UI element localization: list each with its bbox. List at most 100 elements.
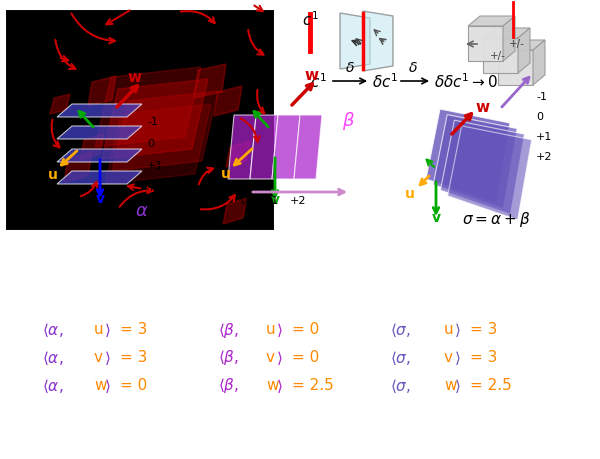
Text: $\beta$: $\beta$ [342,110,355,132]
Text: w: w [444,378,457,392]
Polygon shape [226,142,250,168]
Polygon shape [57,150,142,162]
Polygon shape [503,17,515,62]
Text: w: w [305,68,319,83]
Polygon shape [448,127,532,220]
Text: v: v [266,350,275,365]
Text: +/-: +/- [509,39,525,49]
Text: w: w [128,70,142,85]
Text: -1: -1 [212,196,223,206]
Polygon shape [272,116,300,179]
Polygon shape [223,199,247,224]
Text: -1: -1 [536,92,547,102]
Polygon shape [102,80,208,160]
Text: = 3: = 3 [470,350,497,365]
Polygon shape [483,29,530,39]
Polygon shape [64,153,92,183]
Text: $\langle \alpha,$: $\langle \alpha,$ [42,320,64,338]
Polygon shape [498,41,545,51]
Text: +1: +1 [536,132,553,142]
Text: w: w [476,100,490,115]
Text: +2: +2 [536,151,553,162]
Text: $\rangle$: $\rangle$ [454,320,461,338]
Text: $\langle \beta,$: $\langle \beta,$ [218,375,239,395]
Polygon shape [95,68,201,148]
Text: +/-: +/- [490,51,506,61]
Text: v: v [271,193,280,207]
Polygon shape [194,65,226,99]
Polygon shape [294,116,322,179]
Bar [5,10,275,231]
Text: v: v [431,211,440,224]
Text: = 0: = 0 [292,350,319,365]
Text: $\rangle$: $\rangle$ [104,320,110,338]
Text: $\rangle$: $\rangle$ [454,376,461,394]
Text: $\langle \beta,$: $\langle \beta,$ [218,320,239,339]
Polygon shape [88,77,116,107]
Text: $\rangle$: $\rangle$ [276,376,283,394]
Text: u: u [266,322,275,337]
Text: $\langle \alpha,$: $\langle \alpha,$ [42,348,64,366]
Text: = 3: = 3 [120,350,148,365]
Text: $\langle \sigma,$: $\langle \sigma,$ [390,376,411,394]
Polygon shape [440,121,524,215]
Text: +2: +2 [290,196,306,206]
Polygon shape [498,51,533,86]
Text: $\delta c^1$: $\delta c^1$ [372,73,398,91]
Polygon shape [228,116,256,179]
Text: w: w [266,378,278,392]
Polygon shape [57,105,142,118]
Text: $\rangle$: $\rangle$ [276,348,283,366]
Text: $\delta$: $\delta$ [408,61,418,75]
Text: 0: 0 [147,139,154,149]
Polygon shape [112,92,218,172]
Text: $\langle \alpha,$: $\langle \alpha,$ [42,376,64,394]
Text: = 3: = 3 [470,322,497,337]
Polygon shape [214,87,242,117]
Text: $c^1$: $c^1$ [310,73,327,91]
Polygon shape [57,127,142,140]
Text: = 2.5: = 2.5 [292,378,334,392]
Text: w: w [94,378,107,392]
Text: $\langle \sigma,$: $\langle \sigma,$ [390,348,411,366]
Text: = 2.5: = 2.5 [470,378,512,392]
Text: v: v [95,191,104,206]
Text: +2: +2 [147,183,164,193]
Text: +1: +1 [263,196,279,206]
Polygon shape [483,39,518,74]
Polygon shape [57,172,142,185]
Text: $\langle \sigma,$: $\langle \sigma,$ [390,320,411,338]
Polygon shape [468,27,503,62]
Text: +1: +1 [147,161,163,171]
Polygon shape [426,110,510,203]
Polygon shape [533,41,545,86]
Polygon shape [468,17,515,27]
Polygon shape [105,105,211,185]
Text: u: u [405,187,415,201]
Text: = 0: = 0 [292,322,319,337]
Text: = 0: = 0 [120,378,147,392]
Text: $\sigma = \alpha + \beta$: $\sigma = \alpha + \beta$ [462,210,530,229]
Text: v: v [444,350,453,365]
Polygon shape [340,14,370,70]
Polygon shape [518,29,530,74]
Text: -1: -1 [147,117,158,127]
Text: 0: 0 [241,196,248,206]
Text: $\alpha$: $\alpha$ [135,202,149,219]
Text: v: v [94,350,103,365]
Text: $\rangle$: $\rangle$ [104,376,110,394]
Text: $\langle \beta,$: $\langle \beta,$ [218,348,239,367]
Polygon shape [50,95,70,115]
Polygon shape [250,116,278,179]
Text: = 3: = 3 [120,322,148,337]
Text: $\delta\delta c^1 \rightarrow 0$: $\delta\delta c^1 \rightarrow 0$ [434,73,499,91]
Text: $\delta$: $\delta$ [345,61,355,75]
Text: u: u [221,167,231,180]
Polygon shape [80,134,104,161]
Text: $\rangle$: $\rangle$ [104,348,110,366]
Text: $c^1$: $c^1$ [302,10,319,28]
Text: $\rangle$: $\rangle$ [276,320,283,338]
Polygon shape [433,115,517,209]
Text: 0: 0 [536,112,543,122]
Text: u: u [94,322,104,337]
